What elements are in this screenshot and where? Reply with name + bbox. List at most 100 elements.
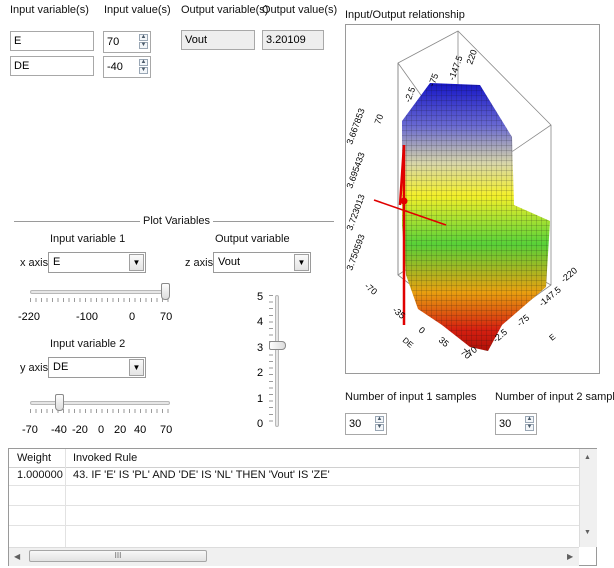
chevron-down-icon[interactable]: ▼ bbox=[129, 254, 144, 271]
row-rule: 43. IF 'E' IS 'PL' AND 'DE' IS 'NL' THEN… bbox=[73, 469, 330, 481]
z-axis-label: z axis bbox=[185, 257, 214, 269]
z-tick-label: 3.667853 bbox=[346, 107, 367, 146]
z-tick-label: 3.723013 bbox=[346, 193, 367, 232]
input-2-samples-label: Number of input 2 samples bbox=[495, 391, 614, 403]
table-row[interactable]: 1.000000 43. IF 'E' IS 'PL' AND 'DE' IS … bbox=[9, 467, 579, 486]
input-1-samples-spinner[interactable]: 30 ▲ ▼ bbox=[345, 413, 387, 435]
operating-point-marker bbox=[400, 197, 408, 205]
output-variable-field: Vout bbox=[181, 30, 255, 50]
input-2-slider-track[interactable] bbox=[30, 401, 170, 405]
z-axis-value: Vout bbox=[218, 256, 241, 268]
output-slider-thumb[interactable] bbox=[269, 341, 286, 350]
column-divider bbox=[65, 449, 66, 547]
chevron-down-icon[interactable]: ▼ bbox=[294, 254, 309, 271]
spin-down-icon[interactable]: ▼ bbox=[139, 42, 148, 49]
slider1-tick-label: 70 bbox=[160, 311, 173, 323]
table-row[interactable] bbox=[9, 506, 579, 526]
operating-point-line bbox=[398, 144, 406, 325]
spin-up-icon[interactable]: ▲ bbox=[525, 416, 534, 423]
vslider-tick-label: 0 bbox=[257, 418, 264, 430]
slider1-tick-label: -220 bbox=[18, 311, 41, 323]
slider2-tick-label: -40 bbox=[51, 424, 67, 436]
input-variable-2-field[interactable]: DE bbox=[10, 56, 94, 76]
invoked-rules-grid[interactable]: Weight Invoked Rule 1.000000 43. IF 'E' … bbox=[8, 448, 597, 566]
spin-down-icon[interactable]: ▼ bbox=[375, 424, 384, 431]
top-tick-label: 220 bbox=[464, 48, 479, 66]
vertical-scrollbar[interactable]: ▲ ▼ bbox=[579, 449, 597, 547]
input-2-samples-spinner[interactable]: 30 ▲ ▼ bbox=[495, 413, 537, 435]
top-tick-label: -2.5 bbox=[402, 86, 417, 104]
input-1-slider-ticks bbox=[30, 298, 170, 302]
scroll-left-icon[interactable]: ◀ bbox=[14, 552, 21, 561]
input-values-header: Input value(s) bbox=[104, 4, 171, 16]
horizontal-scroll-thumb[interactable]: III bbox=[29, 550, 207, 562]
vslider-tick-label: 4 bbox=[257, 316, 264, 328]
table-row[interactable] bbox=[9, 526, 579, 545]
x-axis-label: x axis bbox=[20, 257, 49, 269]
spin-up-icon[interactable]: ▲ bbox=[139, 59, 148, 66]
bottom-tick-label: 35 bbox=[437, 335, 451, 349]
input-2-samples-value: 30 bbox=[499, 418, 512, 430]
x-axis-select[interactable]: E ▼ bbox=[48, 252, 146, 273]
output-variables-header: Output variable(s) bbox=[181, 4, 269, 16]
input-value-2-spinner[interactable]: -40 ▲ ▼ bbox=[103, 56, 151, 78]
bottom-tick-label: -70 bbox=[363, 281, 379, 297]
input-1-samples-label: Number of input 1 samples bbox=[345, 391, 477, 403]
slider2-tick-label: 0 bbox=[98, 424, 105, 436]
vslider-tick-label: 5 bbox=[257, 291, 264, 303]
output-slider-track[interactable] bbox=[275, 295, 279, 427]
input-value-2: -40 bbox=[107, 61, 123, 73]
weight-column-header[interactable]: Weight bbox=[17, 452, 52, 464]
table-row[interactable] bbox=[9, 486, 579, 506]
spin-up-icon[interactable]: ▲ bbox=[139, 34, 148, 41]
slider1-tick-label: 0 bbox=[129, 311, 136, 323]
rule-column-header[interactable]: Invoked Rule bbox=[73, 452, 138, 464]
input-value-1-spinner[interactable]: 70 ▲ ▼ bbox=[103, 31, 151, 53]
input-variable-2-label: Input variable 2 bbox=[50, 338, 126, 350]
y-axis-label: y axis bbox=[20, 362, 49, 374]
slider2-tick-label: 40 bbox=[134, 424, 147, 436]
right-tick-label: -220 bbox=[559, 265, 579, 284]
input-2-slider-thumb[interactable] bbox=[54, 394, 64, 411]
y-axis-select[interactable]: DE ▼ bbox=[48, 357, 146, 378]
scroll-right-icon[interactable]: ▶ bbox=[567, 552, 574, 561]
horizontal-scrollbar[interactable]: ◀ III ▶ bbox=[9, 547, 579, 566]
scroll-up-icon[interactable]: ▲ bbox=[584, 454, 591, 461]
z-tick-label: 3.750593 bbox=[346, 233, 367, 272]
output-slider-ticks bbox=[269, 295, 273, 427]
top-tick-label: -75 bbox=[426, 72, 440, 88]
vslider-tick-label: 3 bbox=[257, 342, 264, 354]
bottom-tick-label: 70 bbox=[459, 347, 473, 361]
top-tick-label: -147.5 bbox=[446, 54, 464, 81]
vslider-tick-label: 1 bbox=[257, 393, 264, 405]
input-variable-1-field[interactable]: E bbox=[10, 31, 94, 51]
slider2-tick-label: 70 bbox=[160, 424, 173, 436]
scroll-down-icon[interactable]: ▼ bbox=[584, 529, 591, 536]
top-tick-label: 70 bbox=[372, 113, 385, 126]
spin-up-icon[interactable]: ▲ bbox=[375, 416, 384, 423]
input-1-slider-track[interactable] bbox=[30, 290, 170, 294]
slider1-tick-label: -100 bbox=[76, 311, 99, 323]
x-axis-value: E bbox=[53, 256, 61, 268]
plot-variables-title: Plot Variables bbox=[140, 215, 214, 227]
operating-point-cross bbox=[373, 199, 447, 226]
surface-mesh bbox=[402, 83, 550, 351]
row-weight: 1.000000 bbox=[17, 469, 63, 481]
y-axis-value: DE bbox=[53, 361, 69, 373]
right-axis-label: E bbox=[548, 332, 558, 342]
input-1-slider-thumb[interactable] bbox=[161, 283, 170, 300]
input-variables-header: Input variable(s) bbox=[10, 4, 89, 16]
input-2-slider-ticks bbox=[30, 409, 170, 413]
surface-plot[interactable]: 3.667853 3.695433 3.723013 3.750593 220 … bbox=[344, 24, 600, 374]
output-value-header: Output value(s) bbox=[262, 4, 338, 16]
right-tick-label: -75 bbox=[515, 313, 531, 329]
spin-down-icon[interactable]: ▼ bbox=[139, 67, 148, 74]
output-value-field: 3.20109 bbox=[262, 30, 324, 50]
input-variable-1-label: Input variable 1 bbox=[50, 233, 126, 245]
z-tick-label: 3.695433 bbox=[346, 151, 367, 190]
slider2-tick-label: -20 bbox=[72, 424, 88, 436]
chevron-down-icon[interactable]: ▼ bbox=[129, 359, 144, 376]
z-axis-select[interactable]: Vout ▼ bbox=[213, 252, 311, 273]
spin-down-icon[interactable]: ▼ bbox=[525, 424, 534, 431]
surface-plot-svg: 3.667853 3.695433 3.723013 3.750593 220 … bbox=[344, 30, 579, 361]
